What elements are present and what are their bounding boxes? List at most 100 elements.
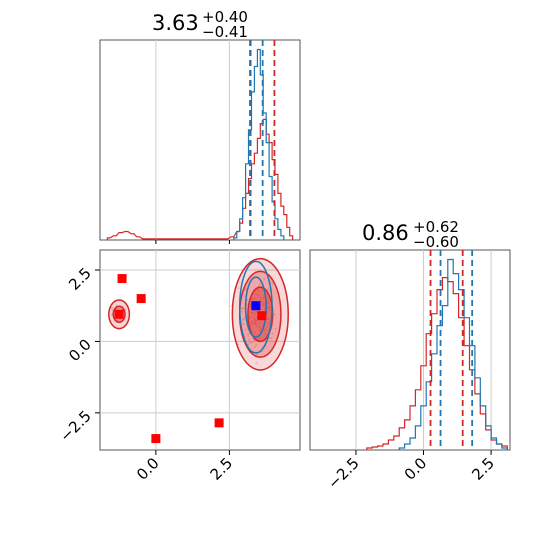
sample-point	[261, 288, 264, 291]
sample-point	[274, 327, 277, 330]
sample-point	[253, 321, 256, 324]
sample-point	[258, 322, 261, 325]
top-left-histogram-panel: 3.63 +0.40 −0.41	[99, 8, 301, 244]
sample-point	[258, 336, 261, 339]
sample-point	[255, 293, 258, 296]
sample-point	[240, 310, 243, 313]
sample-point	[124, 308, 127, 311]
sample-point	[267, 302, 270, 305]
sample-point	[254, 320, 257, 323]
sample-point	[255, 343, 258, 346]
x-tick-label: −2.5	[324, 454, 362, 492]
blue-contour-outer	[238, 260, 273, 354]
top-left-title-value: 3.63	[152, 11, 199, 35]
sample-point	[240, 307, 243, 310]
sample-point	[241, 318, 244, 321]
sample-point	[252, 297, 255, 300]
top-left-title-upper: +0.40	[202, 8, 248, 26]
sample-point	[253, 316, 256, 319]
sample-point	[247, 334, 250, 337]
x-tick-label: 0.0	[401, 454, 431, 484]
sample-point	[259, 296, 262, 299]
sample-point	[241, 340, 244, 343]
sample-point	[271, 332, 274, 335]
sample-point	[262, 302, 265, 305]
sample-point	[253, 331, 256, 334]
sample-point	[255, 353, 258, 356]
sample-point	[259, 328, 262, 331]
sample-point	[247, 332, 250, 335]
sample-point	[267, 288, 270, 291]
x-tick-label: 2.5	[468, 454, 498, 484]
sample-point	[263, 277, 266, 280]
sample-point	[263, 328, 266, 331]
y-tick-label: 0.0	[65, 336, 95, 366]
y-tick-label: −2.5	[56, 407, 94, 445]
sample-point	[250, 322, 253, 325]
sample-point	[242, 322, 245, 325]
top-left-panel-frame	[99, 39, 301, 241]
sample-point	[269, 305, 272, 308]
red-marker-4	[214, 418, 224, 428]
sample-point	[254, 345, 257, 348]
blue-contour-inner	[244, 276, 267, 338]
sample-point	[266, 299, 269, 302]
bottom-right-panel-frame	[309, 249, 511, 451]
x-tick-label: 0.0	[133, 454, 163, 484]
sample-point	[260, 321, 263, 324]
sample-point	[257, 294, 260, 297]
histogram-series-blue	[398, 258, 508, 450]
sample-point	[268, 305, 271, 308]
x-tick-label: 2.5	[207, 454, 237, 484]
bottom-right-title-value: 0.86	[362, 221, 409, 245]
sample-point	[259, 298, 262, 301]
sample-point	[268, 308, 271, 311]
red-marker-1	[136, 294, 146, 304]
sample-point	[249, 315, 252, 318]
sample-point	[255, 324, 258, 327]
sample-point	[237, 287, 240, 290]
sample-point	[249, 321, 252, 324]
sample-point	[259, 325, 262, 328]
bottom-right-title-lower: −0.60	[413, 233, 459, 251]
sample-point	[248, 341, 251, 344]
sample-point	[111, 309, 114, 312]
sample-point	[250, 325, 253, 328]
sample-point	[262, 304, 265, 307]
sample-point	[267, 317, 270, 320]
sample-point	[247, 338, 250, 341]
red-marker-2	[114, 309, 124, 319]
histogram-series-red	[106, 118, 294, 240]
sample-point	[111, 306, 114, 309]
sample-point	[255, 362, 258, 365]
sample-point	[256, 326, 259, 329]
red-marker-0	[117, 274, 127, 284]
sample-point	[270, 337, 273, 340]
sample-point	[237, 343, 240, 346]
bottom-right-title-upper: +0.62	[413, 218, 459, 236]
blue-marker-0	[251, 301, 261, 311]
bottom-right-histogram-panel: −2.5 0.0 2.5 0.86 +0.62 −0.60	[309, 218, 511, 493]
red-marker-5	[257, 311, 267, 321]
top-left-title-lower: −0.41	[202, 23, 248, 41]
sample-point	[244, 328, 247, 331]
top-left-title: 3.63	[152, 11, 199, 35]
sample-point	[271, 282, 274, 285]
y-tick-label: 2.5	[65, 264, 95, 294]
bottom-left-panel-frame	[99, 249, 301, 451]
sample-point	[253, 314, 256, 317]
bottom-left-contour-panel: 0.0 2.5 −2.5 0.0 2.5	[56, 249, 301, 484]
histogram-series-blue	[233, 48, 285, 240]
sample-point	[251, 341, 254, 344]
sample-point	[259, 282, 262, 285]
red-marker-3	[151, 434, 161, 444]
sample-point	[264, 332, 267, 335]
sample-point	[273, 313, 276, 316]
sample-point	[257, 289, 260, 292]
bottom-right-title: 0.86	[362, 221, 409, 245]
sample-point	[254, 297, 257, 300]
sample-point	[251, 311, 254, 314]
sample-point	[263, 296, 266, 299]
sample-point	[253, 311, 256, 314]
